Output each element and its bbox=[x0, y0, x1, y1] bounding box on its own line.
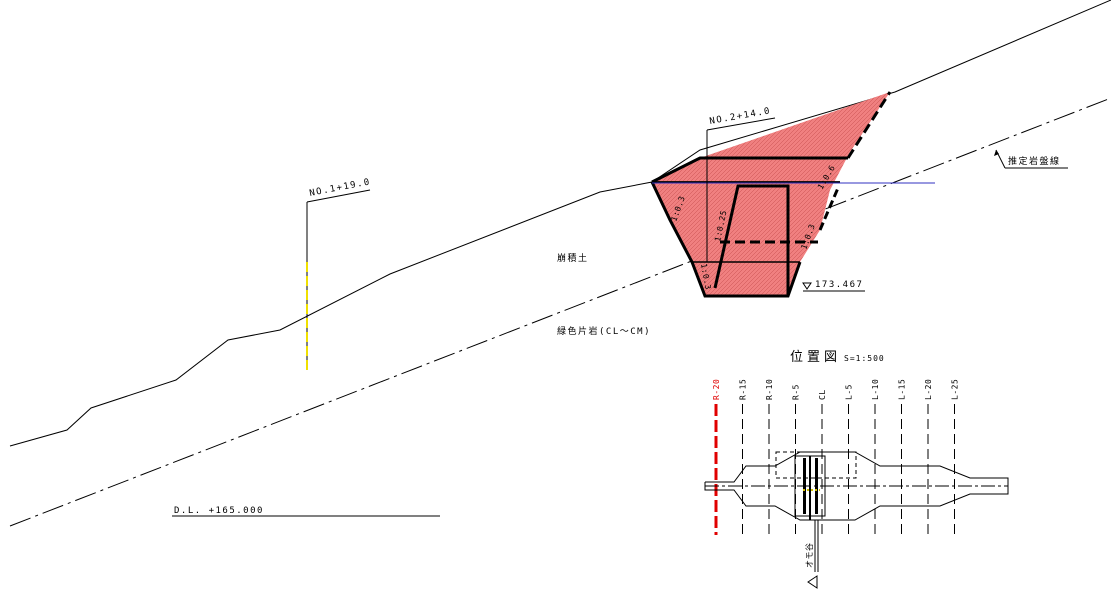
schist-label: 緑色片岩(CL〜CM) bbox=[557, 325, 651, 337]
ground-surface-line bbox=[9, 0, 1111, 447]
plan-outline bbox=[704, 451, 1009, 572]
location-map-title: 位置図 bbox=[790, 350, 841, 365]
elevation-label: 173.467 bbox=[815, 280, 863, 290]
map-column-label-L-25: L-25 bbox=[951, 379, 960, 400]
map-column-label-L-5: L-5 bbox=[845, 384, 854, 400]
map-column-label-R-15: R-15 bbox=[739, 379, 748, 400]
talus-label: 崩積土 bbox=[557, 252, 589, 264]
station-left: NO.1+19.0 bbox=[306, 177, 372, 370]
map-column-label-L-10: L-10 bbox=[871, 379, 880, 400]
rock-line bbox=[9, 97, 1111, 527]
location-map: 位置図 S=1:500 R-20 R-15 R-10 R-5 CL L-5 L-10 L-15… bbox=[704, 350, 1009, 589]
datum: D.L. +165.000 bbox=[172, 506, 440, 517]
map-column-label-R-20: R-20 bbox=[712, 379, 721, 400]
elevation-marker: 173.467 bbox=[802, 280, 865, 292]
dam-structure bbox=[650, 91, 892, 298]
map-column-label-L-15: L-15 bbox=[898, 379, 907, 400]
rock-line-label: 推定岩盤線 bbox=[1008, 155, 1061, 167]
rock-line-callout: 推定岩盤線 bbox=[994, 149, 1068, 169]
map-column-label-CL: CL bbox=[818, 389, 827, 400]
map-column-label-R-5: R-5 bbox=[792, 384, 801, 400]
map-column-lines: R-20 R-15 R-10 R-5 CL L-5 L-10 L-15 L-20 L-25 bbox=[712, 379, 960, 535]
map-column-label-L-20: L-20 bbox=[924, 379, 933, 400]
fill-area bbox=[652, 92, 890, 296]
map-column-label-R-10: R-10 bbox=[765, 379, 774, 400]
plan-detail bbox=[803, 458, 820, 514]
datum-label: D.L. +165.000 bbox=[174, 506, 264, 516]
stream-marker: オモ谷 bbox=[805, 543, 818, 589]
stream-label: オモ谷 bbox=[805, 543, 814, 569]
location-map-scale: S=1:500 bbox=[844, 354, 885, 363]
